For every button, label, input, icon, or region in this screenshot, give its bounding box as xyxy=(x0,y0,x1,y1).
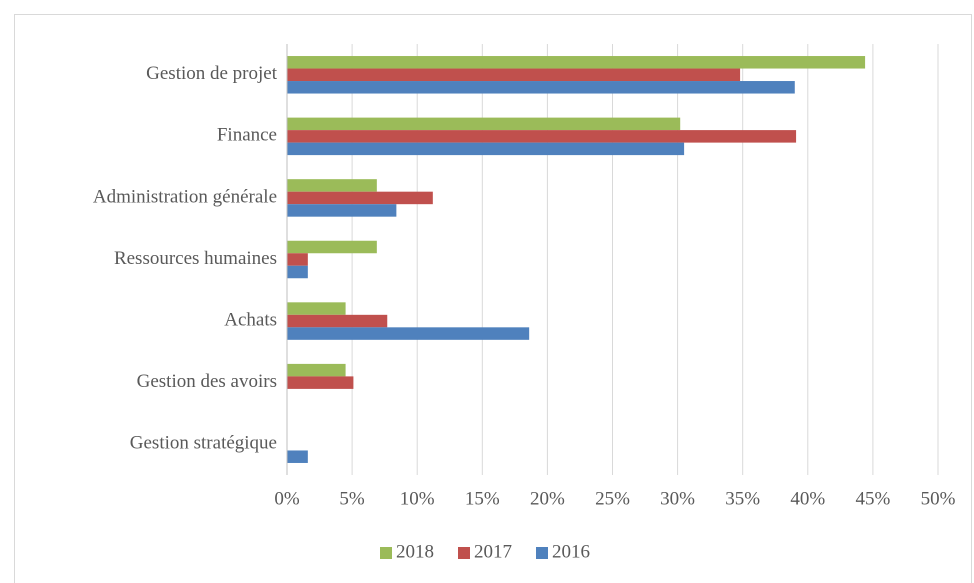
x-tick-label: 10% xyxy=(400,488,435,509)
legend-label: 2018 xyxy=(396,541,434,562)
y-tick-label: Gestion des avoirs xyxy=(137,371,277,392)
bar xyxy=(287,363,346,377)
bar xyxy=(287,376,354,389)
bar xyxy=(287,265,308,279)
x-tick-label: 5% xyxy=(339,488,365,509)
legend-swatch xyxy=(380,547,392,559)
legend-swatch xyxy=(536,547,548,559)
legend-label: 2016 xyxy=(552,541,590,562)
bar xyxy=(287,68,741,82)
bar xyxy=(287,117,681,131)
x-tick-label: 40% xyxy=(790,488,825,509)
bar xyxy=(287,204,397,217)
x-tick-label: 25% xyxy=(595,488,630,509)
legend-label: 2017 xyxy=(474,541,512,562)
chart-border xyxy=(14,14,972,583)
bar xyxy=(287,314,388,328)
bar xyxy=(287,302,346,315)
y-tick-label: Finance xyxy=(217,125,277,146)
x-tick-label: 45% xyxy=(855,488,890,509)
bar xyxy=(287,327,530,340)
bar xyxy=(287,56,866,69)
bar xyxy=(287,253,308,266)
legend-swatch xyxy=(458,547,470,559)
y-tick-label: Gestion de projet xyxy=(146,63,278,84)
y-tick-label: Achats xyxy=(224,309,277,330)
bar xyxy=(287,81,795,94)
x-tick-label: 15% xyxy=(465,488,500,509)
x-tick-label: 35% xyxy=(725,488,760,509)
x-tick-label: 0% xyxy=(274,488,300,509)
bar xyxy=(287,191,433,205)
bar xyxy=(287,142,685,156)
bar xyxy=(287,450,308,463)
y-tick-label: Gestion stratégique xyxy=(130,433,277,454)
bar xyxy=(287,240,377,254)
x-tick-label: 30% xyxy=(660,488,695,509)
bar xyxy=(287,130,797,143)
x-tick-label: 50% xyxy=(921,488,956,509)
y-tick-label: Ressources humaines xyxy=(114,248,277,269)
x-tick-label: 20% xyxy=(530,488,565,509)
y-tick-label: Administration générale xyxy=(93,186,277,207)
bar xyxy=(287,179,377,192)
